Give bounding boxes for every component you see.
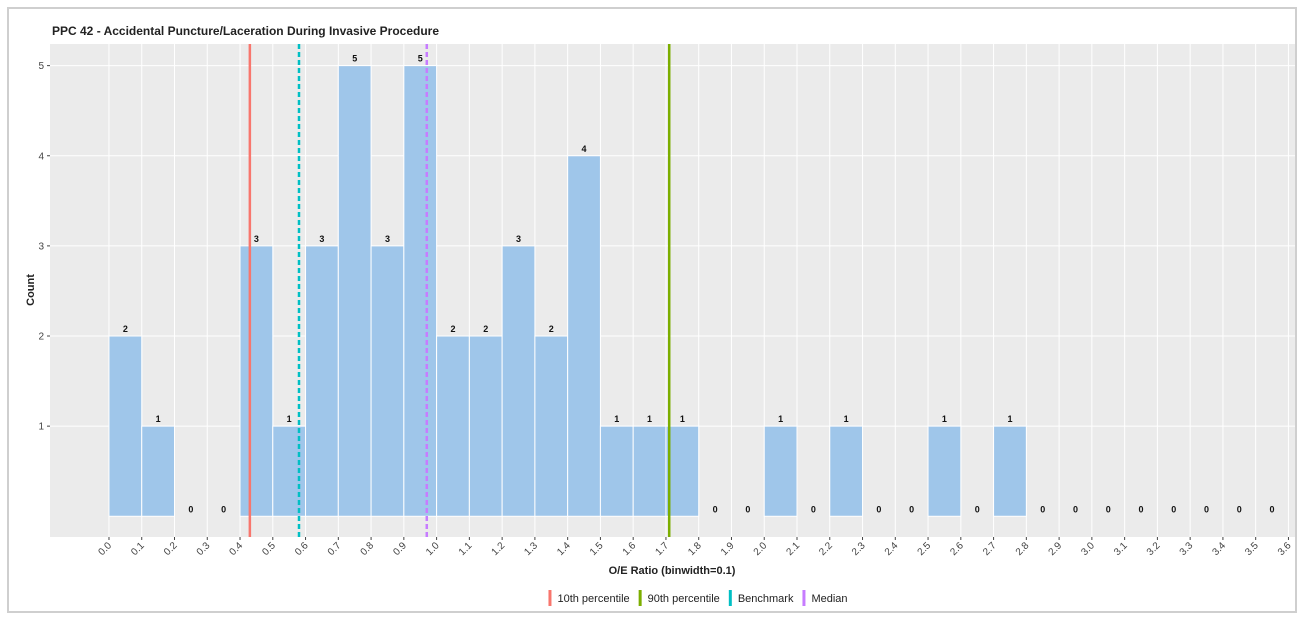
bar — [567, 155, 601, 517]
bar — [108, 335, 143, 517]
value-label: 2 — [483, 324, 488, 334]
value-label: 3 — [385, 234, 390, 244]
value-label: 0 — [745, 504, 750, 514]
y-axis-label: Count — [25, 274, 37, 306]
value-label: 5 — [352, 54, 357, 64]
value-label: 0 — [1171, 504, 1176, 514]
value-label: 1 — [1007, 414, 1012, 424]
legend-key — [802, 590, 806, 606]
value-label: 3 — [516, 234, 521, 244]
value-label: 0 — [188, 504, 193, 514]
value-label: 0 — [876, 504, 881, 514]
value-label: 3 — [319, 234, 324, 244]
bar — [305, 245, 339, 517]
value-label: 0 — [1204, 504, 1209, 514]
legend-label: 10th percentile — [557, 593, 629, 605]
bar — [370, 245, 405, 517]
value-label: 0 — [1270, 504, 1275, 514]
bar — [534, 335, 569, 517]
value-label: 1 — [778, 414, 783, 424]
legend-label: 90th percentile — [648, 593, 720, 605]
bar — [927, 425, 962, 517]
legend-key — [728, 590, 732, 606]
value-label: 1 — [942, 414, 947, 424]
bar — [403, 65, 438, 517]
value-label: 1 — [614, 414, 619, 424]
y-tick-label: 3 — [38, 241, 44, 252]
value-label: 5 — [418, 54, 423, 64]
bar — [665, 425, 700, 517]
value-label: 2 — [123, 324, 128, 334]
value-label: 0 — [811, 504, 816, 514]
bar — [436, 335, 470, 517]
value-label: 0 — [975, 504, 980, 514]
chart-title: PPC 42 - Accidental Puncture/Laceration … — [52, 24, 439, 38]
y-tick-label: 5 — [38, 61, 44, 72]
bar — [337, 65, 372, 517]
legend: 10th percentile 90th percentile Benchmark M… — [548, 590, 848, 606]
value-label: 0 — [1139, 504, 1144, 514]
bar — [632, 425, 667, 517]
legend-key — [638, 590, 642, 606]
value-label: 2 — [549, 324, 554, 334]
value-label: 1 — [287, 414, 292, 424]
value-label: 0 — [1073, 504, 1078, 514]
bar — [501, 245, 536, 517]
legend-label: Median — [811, 593, 847, 605]
value-label: 1 — [680, 414, 685, 424]
value-label: 1 — [647, 414, 652, 424]
value-label: 0 — [909, 504, 914, 514]
bar — [599, 425, 634, 517]
bar — [993, 425, 1027, 517]
bar — [239, 245, 274, 517]
value-label: 0 — [1106, 504, 1111, 514]
bar — [829, 425, 864, 517]
legend-key — [548, 590, 552, 606]
y-tick-label: 2 — [38, 332, 44, 343]
bar — [763, 425, 798, 517]
value-label: 0 — [1040, 504, 1045, 514]
value-label: 1 — [844, 414, 849, 424]
bar — [141, 425, 176, 517]
value-label: 0 — [221, 504, 226, 514]
value-label: 2 — [450, 324, 455, 334]
bar — [272, 425, 307, 517]
y-tick-label: 1 — [38, 422, 44, 433]
value-label: 3 — [254, 234, 259, 244]
y-tick-label: 4 — [38, 151, 44, 162]
value-label: 1 — [156, 414, 161, 424]
bar — [468, 335, 503, 517]
legend-label: Benchmark — [738, 593, 794, 605]
value-label: 0 — [1237, 504, 1242, 514]
x-axis-label: O/E Ratio (binwidth=0.1) — [609, 565, 736, 577]
value-label: 0 — [713, 504, 718, 514]
value-label: 4 — [582, 144, 587, 154]
